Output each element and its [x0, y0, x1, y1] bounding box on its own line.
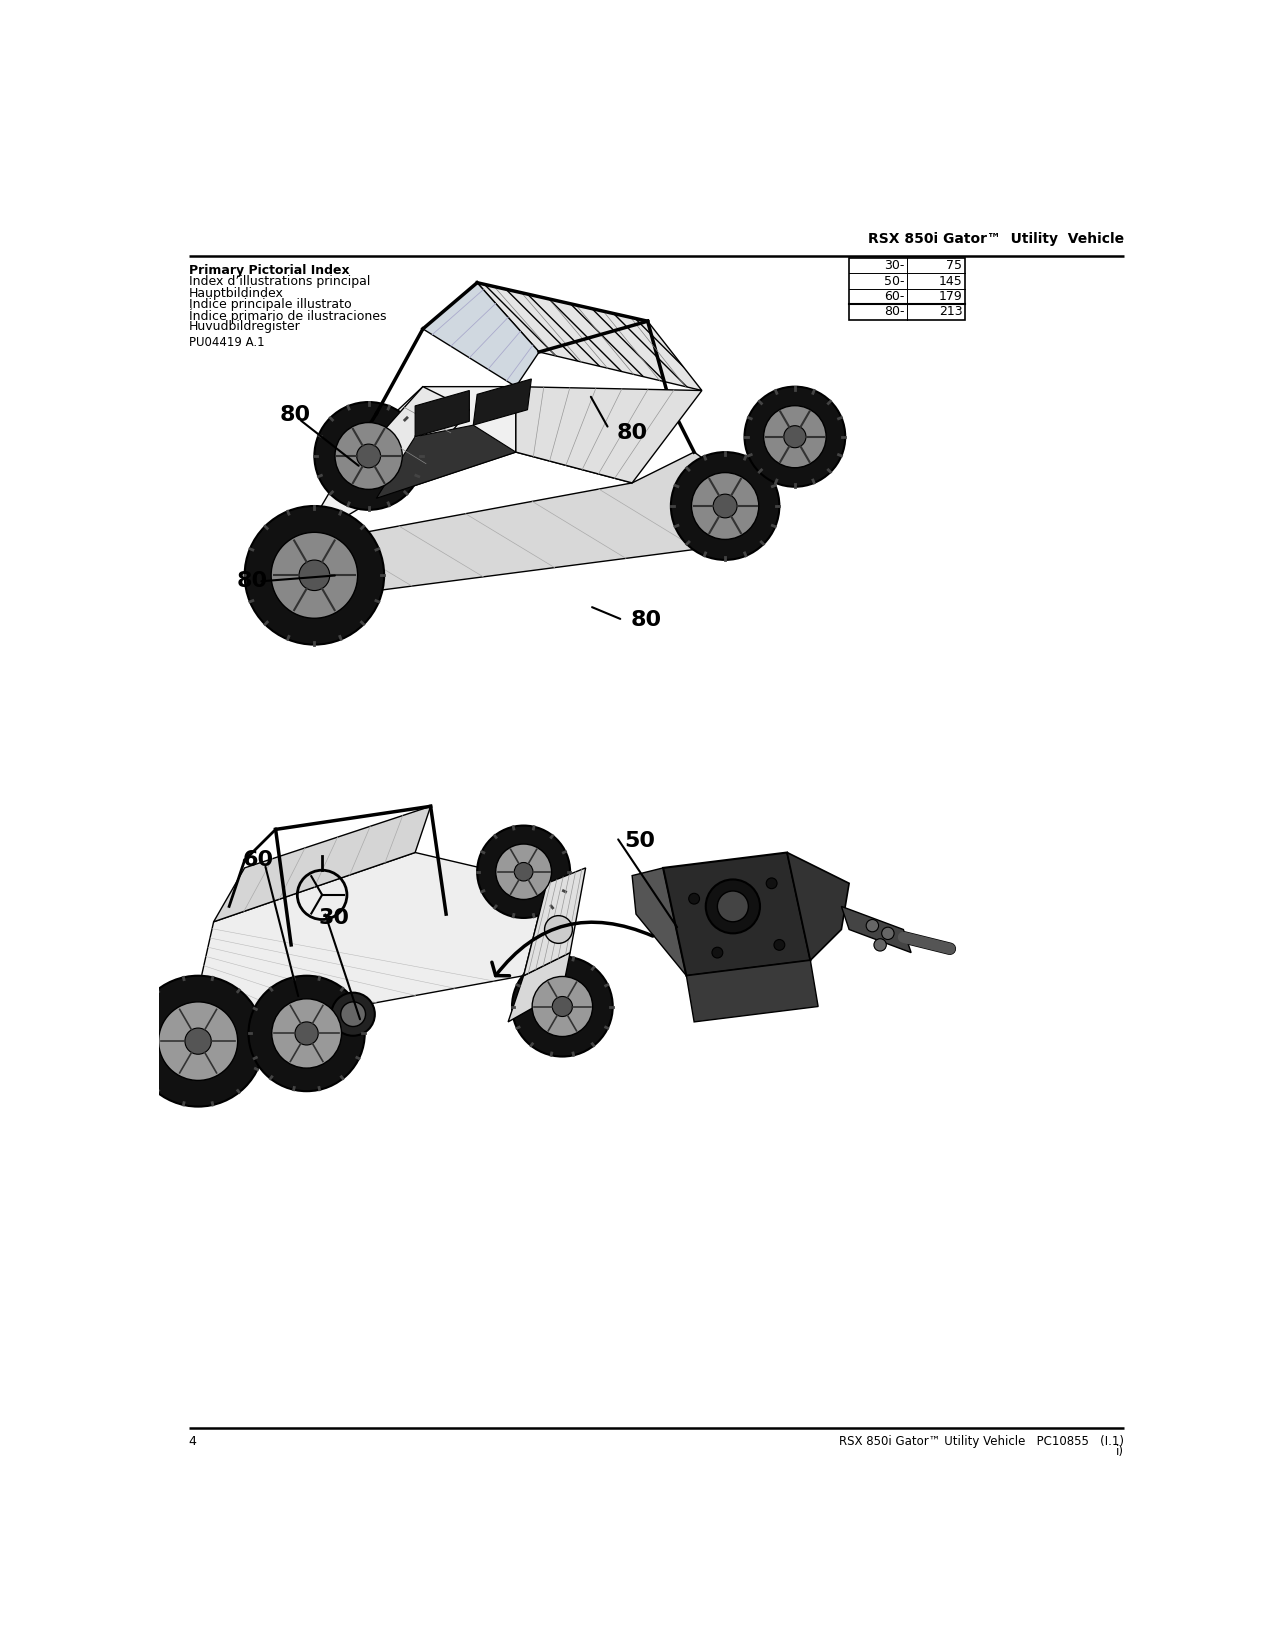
Circle shape [245, 507, 384, 645]
Circle shape [691, 472, 759, 540]
Text: 145: 145 [938, 274, 963, 287]
Polygon shape [376, 426, 516, 498]
Polygon shape [423, 282, 539, 386]
Text: 213: 213 [938, 305, 963, 318]
Circle shape [544, 916, 572, 944]
Polygon shape [686, 960, 819, 1021]
Circle shape [514, 863, 533, 881]
Polygon shape [663, 853, 811, 975]
Circle shape [332, 993, 375, 1036]
Circle shape [532, 977, 593, 1036]
Circle shape [711, 947, 723, 959]
Circle shape [496, 845, 552, 899]
Circle shape [185, 1028, 212, 1054]
Text: 50-: 50- [884, 274, 904, 287]
Circle shape [158, 1002, 237, 1081]
Text: 80: 80 [631, 610, 662, 630]
Circle shape [272, 998, 342, 1068]
Polygon shape [298, 386, 516, 544]
Circle shape [272, 533, 357, 619]
Circle shape [300, 559, 330, 591]
Circle shape [295, 1021, 319, 1044]
Text: RSX 850i Gator™ Utility Vehicle   PC10855   (I.1): RSX 850i Gator™ Utility Vehicle PC10855 … [839, 1434, 1125, 1447]
Circle shape [552, 997, 572, 1016]
Text: RSX 850i Gator™  Utility  Vehicle: RSX 850i Gator™ Utility Vehicle [868, 231, 1125, 246]
Circle shape [249, 975, 365, 1091]
Circle shape [671, 452, 779, 559]
Polygon shape [516, 386, 701, 483]
Polygon shape [632, 868, 686, 975]
Polygon shape [214, 807, 431, 922]
Polygon shape [509, 952, 570, 1021]
Text: 4: 4 [189, 1434, 196, 1447]
Bar [849, 257, 965, 320]
Text: 179: 179 [938, 290, 963, 304]
Text: 80: 80 [617, 422, 648, 442]
Text: Índice primario de ilustraciones: Índice primario de ilustraciones [189, 309, 386, 323]
Circle shape [335, 422, 402, 490]
Circle shape [866, 919, 878, 932]
Polygon shape [198, 853, 547, 1030]
Circle shape [688, 893, 700, 904]
Circle shape [784, 426, 806, 447]
Text: Indice principale illustrato: Indice principale illustrato [189, 297, 352, 310]
Text: PU04419: PU04419 [189, 1072, 249, 1086]
Circle shape [745, 386, 845, 487]
Text: 30-: 30- [884, 259, 904, 272]
Text: 75: 75 [946, 259, 963, 272]
Polygon shape [361, 386, 469, 487]
Circle shape [718, 891, 748, 922]
Text: 30: 30 [319, 908, 349, 927]
Text: PU04419 A.1: PU04419 A.1 [189, 337, 264, 348]
Circle shape [774, 939, 785, 950]
Polygon shape [516, 386, 632, 483]
Circle shape [513, 957, 613, 1056]
Polygon shape [473, 380, 532, 426]
Circle shape [357, 444, 380, 469]
Text: 80: 80 [279, 406, 311, 426]
Text: 60: 60 [244, 850, 274, 870]
Polygon shape [524, 868, 585, 975]
Circle shape [133, 975, 264, 1107]
Text: 60-: 60- [884, 290, 904, 304]
Circle shape [764, 406, 826, 467]
Circle shape [873, 939, 886, 950]
Circle shape [340, 1002, 366, 1026]
Circle shape [706, 879, 760, 934]
Text: Primary Pictorial Index: Primary Pictorial Index [189, 264, 349, 277]
Text: 80: 80 [237, 571, 268, 591]
Polygon shape [416, 391, 469, 437]
Text: i): i) [1116, 1445, 1125, 1459]
Circle shape [882, 927, 894, 939]
Polygon shape [298, 452, 748, 591]
Circle shape [477, 825, 570, 917]
Circle shape [766, 878, 776, 889]
Text: 50: 50 [625, 832, 655, 851]
Text: Index d’illustrations principal: Index d’illustrations principal [189, 276, 370, 289]
Polygon shape [787, 853, 849, 960]
Circle shape [315, 403, 423, 510]
Text: 80-: 80- [884, 305, 904, 318]
Polygon shape [842, 906, 912, 952]
Text: Hauptbildindex: Hauptbildindex [189, 287, 284, 300]
Text: Huvudbildregister: Huvudbildregister [189, 320, 301, 333]
Polygon shape [477, 282, 701, 391]
Circle shape [713, 493, 737, 518]
